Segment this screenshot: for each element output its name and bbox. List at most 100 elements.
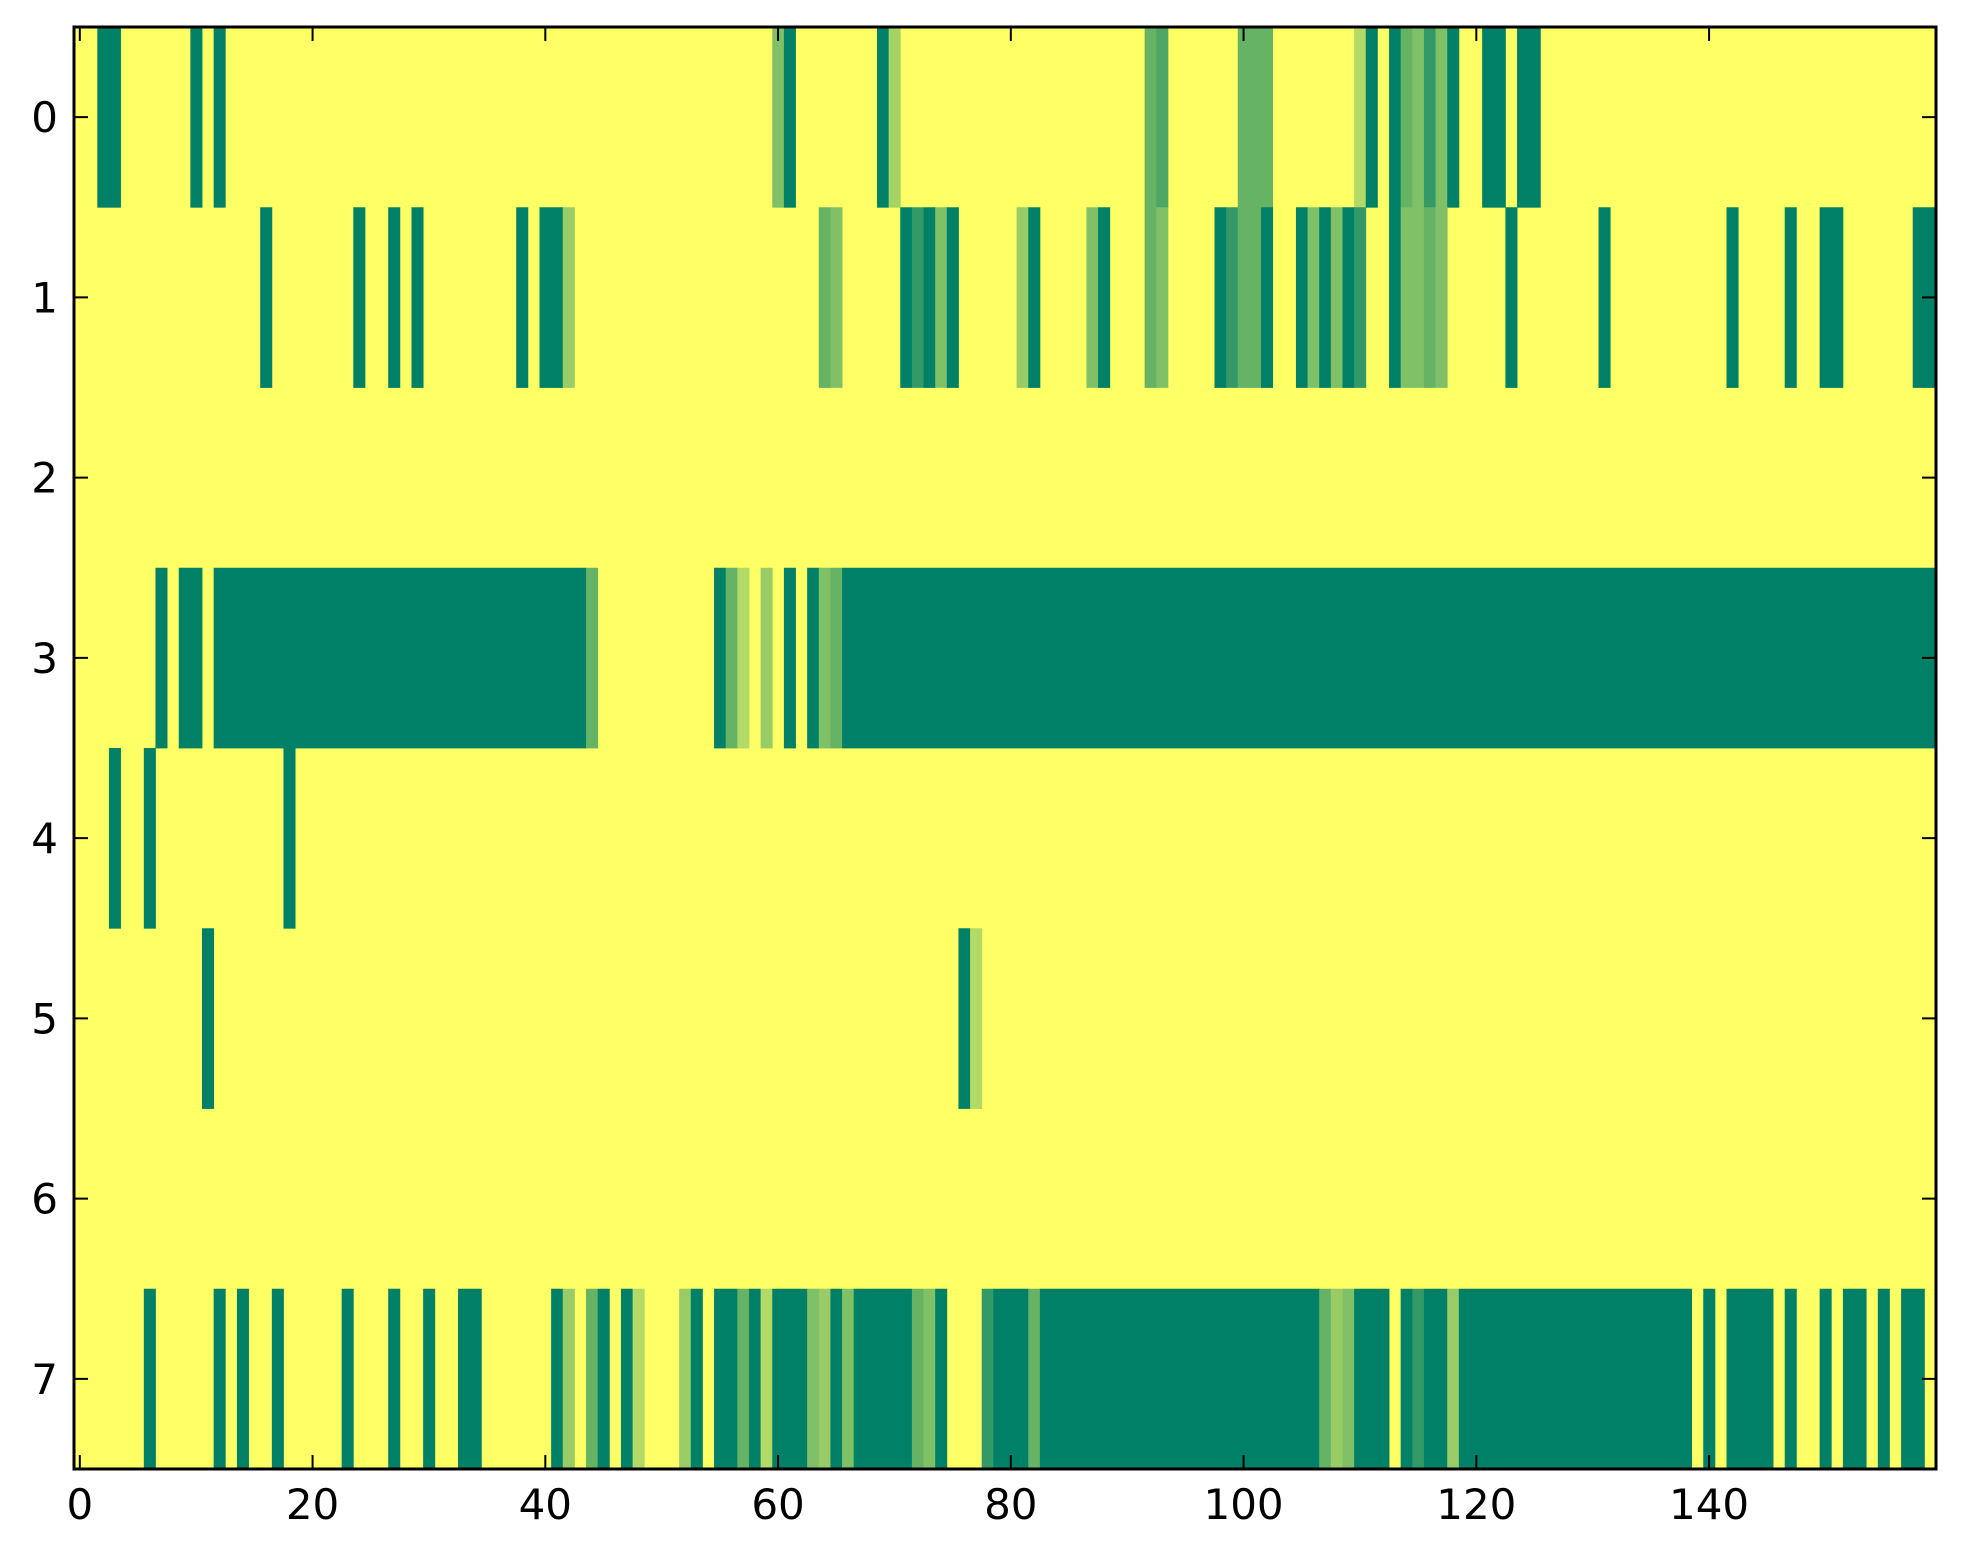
heatmap-cell-row3-57-57 <box>737 567 750 749</box>
x-axis-tick-labels: 0 20 40 60 80 100 120 140 <box>66 1480 1749 1529</box>
heatmap-cell-row7-53-53 <box>690 1288 703 1470</box>
heatmap-cell-row1-147-147 <box>1784 207 1797 388</box>
heatmap-cell-row1-42-42 <box>562 207 575 388</box>
heatmap-cell-row0-12-12 <box>213 27 226 208</box>
heatmap-cell-row4-6-6 <box>143 748 156 929</box>
heatmap-cell-row0-116-116 <box>1423 27 1436 208</box>
heatmap-cell-row7-52-52 <box>679 1288 692 1470</box>
y-tick-label-1: 1 <box>31 273 58 322</box>
heatmap-cell-row7-30-30 <box>423 1288 436 1470</box>
heatmap-cell-row1-74-74 <box>935 207 948 388</box>
heatmap-cell-row1-88-88 <box>1098 207 1111 388</box>
x-tick-label-0: 0 <box>66 1480 93 1529</box>
heatmap-cell-row7-66-66 <box>842 1288 855 1470</box>
heatmap-cell-row7-140-140 <box>1703 1288 1716 1470</box>
heatmap-cell-row0-115-115 <box>1412 27 1425 208</box>
heatmap-cell-row7-17-17 <box>271 1288 284 1470</box>
heatmap-cell-row7-152-153 <box>1842 1288 1867 1470</box>
heatmap-cell-row1-142-142 <box>1726 207 1739 388</box>
x-tick-label-140: 140 <box>1669 1480 1749 1529</box>
heatmap-cell-row0-117-117 <box>1435 27 1448 208</box>
heatmap-cell-row7-47-47 <box>620 1288 633 1470</box>
heatmap-cell-row7-42-42 <box>562 1288 575 1470</box>
heatmap-cell-row7-6-6 <box>143 1288 156 1470</box>
heatmap-cell-row7-114-114 <box>1400 1288 1413 1470</box>
heatmap-cell-row1-109-109 <box>1342 207 1355 388</box>
heatmap-cell-row1-64-64 <box>818 207 831 388</box>
y-tick-label-2: 2 <box>31 454 58 503</box>
heatmap-cell-row0-61-61 <box>783 27 796 208</box>
heatmap-cell-row0-2-3 <box>97 27 121 208</box>
heatmap-cell-row0-118-118 <box>1447 27 1460 208</box>
heatmap-cell-row1-75-75 <box>946 207 959 388</box>
heatmap-cell-row1-98-98 <box>1214 207 1227 388</box>
heatmap-cell-row1-93-93 <box>1156 207 1169 388</box>
heatmap-cell-row1-71-71 <box>900 207 913 388</box>
y-tick-label-0: 0 <box>31 93 58 142</box>
heatmap-cell-row0-92-92 <box>1144 27 1157 208</box>
x-tick-label-40: 40 <box>519 1480 572 1529</box>
heatmap-cell-row1-117-117 <box>1435 207 1448 388</box>
heatmap-cell-row3-9-10 <box>178 567 203 749</box>
heatmap-cell-row1-106-106 <box>1307 207 1320 388</box>
heatmap-cell-row0-124-125 <box>1517 27 1541 208</box>
heatmap-cell-row7-65-65 <box>830 1288 843 1470</box>
heatmap-cell-row7-23-23 <box>341 1288 354 1470</box>
heatmap-cell-row3-55-55 <box>714 567 727 749</box>
heatmap-cell-row7-74-74 <box>935 1288 948 1470</box>
heatmap-cell-row5-76-76 <box>958 928 971 1109</box>
heatmap-cell-row1-115-115 <box>1412 207 1425 388</box>
heatmap-cell-row1-108-108 <box>1330 207 1343 388</box>
heatmap-cell-row7-118-118 <box>1447 1288 1460 1470</box>
heatmap-cell-row0-111-111 <box>1365 27 1378 208</box>
heatmap-cell-row1-114-114 <box>1400 207 1413 388</box>
y-tick-label-7: 7 <box>31 1355 58 1404</box>
heatmap-cell-row7-147-147 <box>1784 1288 1797 1470</box>
heatmap-cell-row7-142-145 <box>1726 1288 1774 1470</box>
heatmap-cell-row7-155-155 <box>1877 1288 1890 1470</box>
heatmap-cell-row7-60-62 <box>772 1288 808 1470</box>
heatmap-cell-row4-3-3 <box>108 748 121 929</box>
heatmap-cell-row1-16-16 <box>260 207 273 388</box>
heatmap-cell-row7-82-82 <box>1028 1288 1041 1470</box>
heatmap-cell-row7-14-14 <box>236 1288 249 1470</box>
heatmap-cell-row0-113-113 <box>1389 27 1402 208</box>
plot-area <box>74 27 1937 1470</box>
heatmap-cell-row1-82-82 <box>1028 207 1041 388</box>
heatmap-cell-row0-110-110 <box>1354 27 1367 208</box>
heatmap-cell-row7-107-107 <box>1319 1288 1332 1470</box>
heatmap-cell-row3-59-59 <box>760 567 773 749</box>
heatmap-cell-row7-157-158 <box>1901 1288 1925 1470</box>
heatmap-cell-row3-12-43 <box>213 567 587 749</box>
x-tick-label-60: 60 <box>751 1480 804 1529</box>
heatmap-cell-row1-40-41 <box>539 207 564 388</box>
heatmap-cells <box>97 27 1937 1470</box>
heatmap-cell-row7-119-138 <box>1458 1288 1693 1470</box>
heatmap-cell-row3-7-7 <box>155 567 168 749</box>
heatmap-cell-row0-114-114 <box>1400 27 1413 208</box>
heatmap-cell-row7-41-41 <box>551 1288 564 1470</box>
y-tick-label-4: 4 <box>31 814 58 863</box>
heatmap-cell-row1-72-72 <box>911 207 924 388</box>
heatmap-cell-row0-100-100 <box>1237 27 1250 208</box>
heatmap-cell-row1-102-102 <box>1261 207 1274 388</box>
heatmap-cell-row0-101-102 <box>1249 27 1274 208</box>
heatmap-cell-row7-27-27 <box>388 1288 401 1470</box>
heatmap-cell-row7-63-63 <box>807 1288 820 1470</box>
heatmap-cell-row7-33-34 <box>458 1288 482 1470</box>
heatmap-cell-row0-10-10 <box>190 27 203 208</box>
heatmap-cell-row1-81-81 <box>1016 207 1029 388</box>
y-tick-label-3: 3 <box>31 634 58 683</box>
heatmap-cell-row1-92-92 <box>1144 207 1157 388</box>
heatmap-cell-row1-131-131 <box>1598 207 1611 388</box>
heatmap-cell-row5-11-11 <box>202 928 215 1109</box>
heatmap-cell-row7-12-12 <box>213 1288 226 1470</box>
heatmap-cell-row1-110-110 <box>1354 207 1367 388</box>
heatmap-cell-row0-69-69 <box>876 27 890 208</box>
heatmap-cell-row3-63-63 <box>807 567 820 749</box>
heatmap-cell-row1-99-99 <box>1226 207 1239 388</box>
heatmap-cell-row1-105-105 <box>1295 207 1308 388</box>
heatmap-cell-row4-18-18 <box>283 748 296 929</box>
heatmap-cell-row0-60-60 <box>772 27 785 208</box>
